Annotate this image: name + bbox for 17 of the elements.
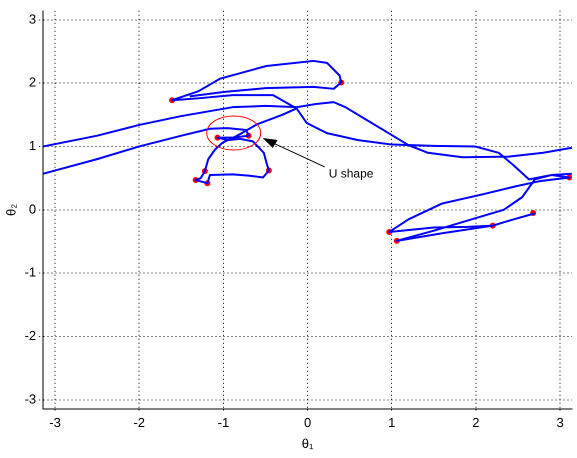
y-tick-label: 3 <box>28 11 36 26</box>
y-tick-label: -1 <box>24 264 36 280</box>
x-tick-label: -1 <box>218 415 230 430</box>
x-tick-label: -2 <box>133 415 146 430</box>
y-axis-title: θ₂ <box>3 204 18 216</box>
x-tick-label: 2 <box>472 415 480 430</box>
y-tick-label: -3 <box>24 391 36 406</box>
x-tick-label: 0 <box>304 415 312 430</box>
x-tick-label: 1 <box>388 415 396 430</box>
y-tick-label: 0 <box>28 201 36 216</box>
x-tick-label: -3 <box>49 415 61 430</box>
y-tick-label: 1 <box>28 138 36 154</box>
annotation: U shape <box>328 166 374 180</box>
x-tick-label: 3 <box>556 415 564 430</box>
x-axis-title: θ₁ <box>302 436 314 451</box>
y-tick-label: 2 <box>28 74 36 90</box>
y-tick-label: -2 <box>24 328 36 344</box>
